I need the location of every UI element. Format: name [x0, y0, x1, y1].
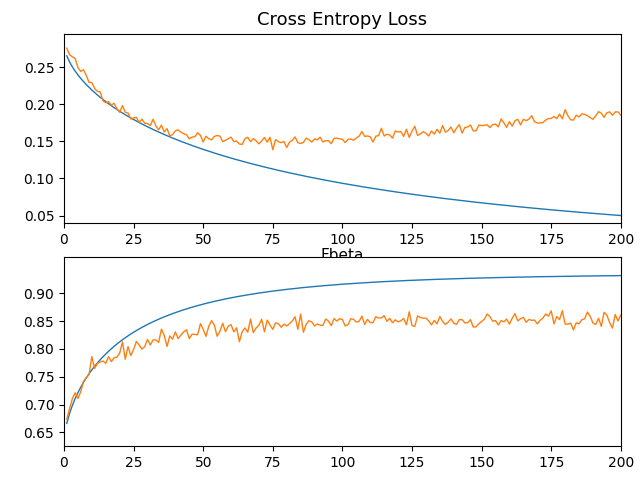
Title: Cross Entropy Loss: Cross Entropy Loss [257, 11, 428, 29]
X-axis label: Fbeta: Fbeta [321, 248, 364, 263]
